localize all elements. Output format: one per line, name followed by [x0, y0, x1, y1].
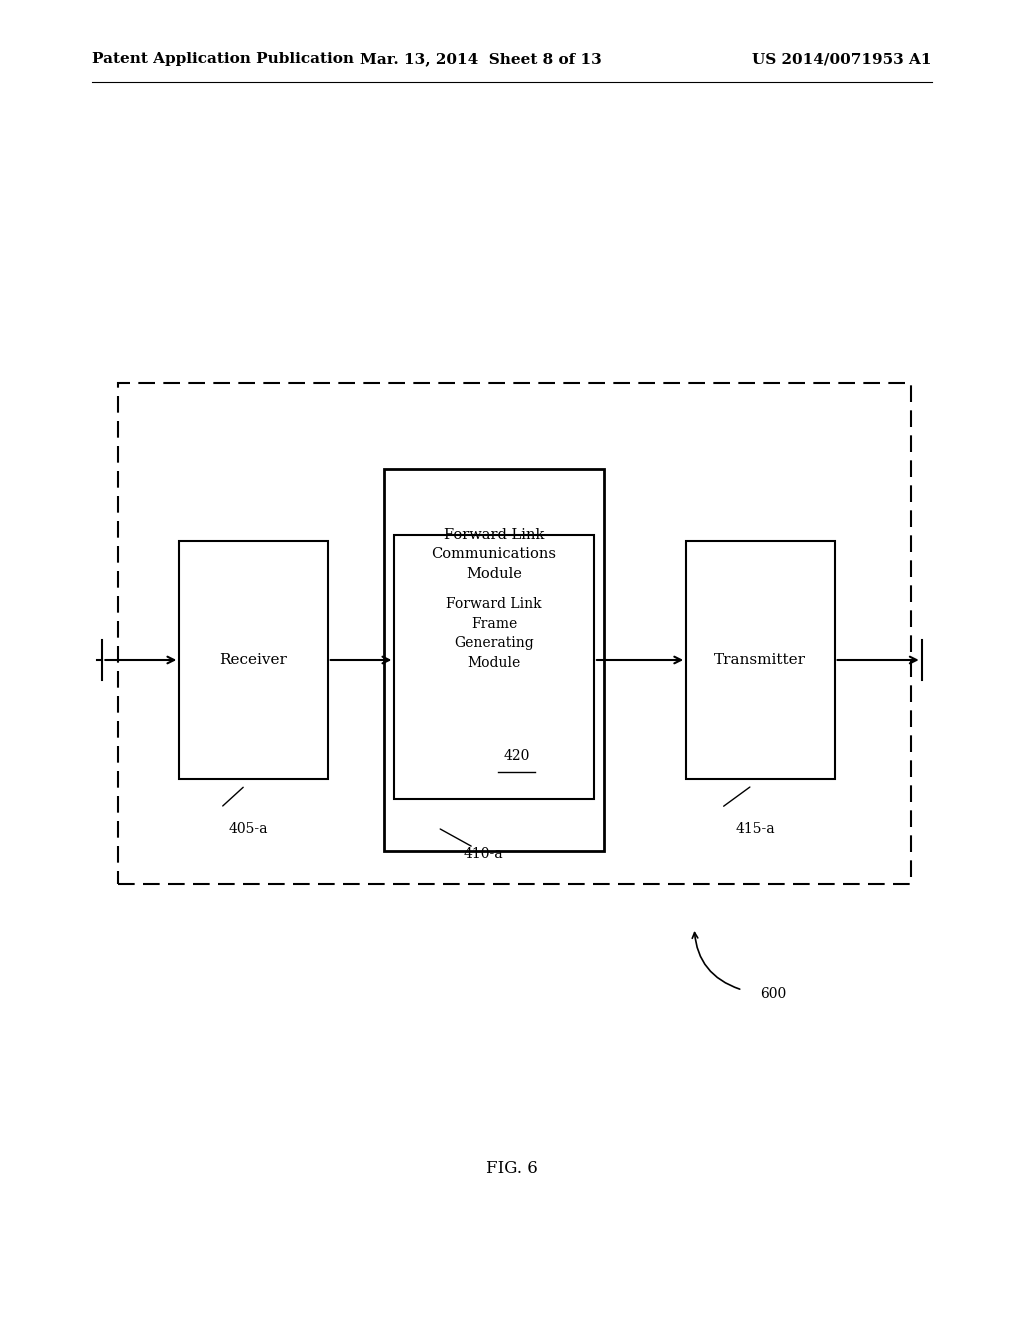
Text: Patent Application Publication: Patent Application Publication — [92, 53, 354, 66]
FancyBboxPatch shape — [384, 469, 604, 851]
Text: FIG. 6: FIG. 6 — [486, 1160, 538, 1176]
FancyBboxPatch shape — [179, 541, 328, 779]
Text: 420: 420 — [504, 750, 529, 763]
Text: 410-a: 410-a — [464, 847, 504, 861]
Text: 600: 600 — [760, 987, 786, 1001]
Text: Forward Link
Communications
Module: Forward Link Communications Module — [431, 528, 557, 581]
Text: Mar. 13, 2014  Sheet 8 of 13: Mar. 13, 2014 Sheet 8 of 13 — [360, 53, 602, 66]
Text: US 2014/0071953 A1: US 2014/0071953 A1 — [753, 53, 932, 66]
Text: Forward Link
Frame
Generating
Module: Forward Link Frame Generating Module — [446, 598, 542, 669]
FancyBboxPatch shape — [394, 535, 594, 799]
Text: Receiver: Receiver — [219, 653, 288, 667]
Text: 405-a: 405-a — [228, 822, 268, 836]
FancyBboxPatch shape — [686, 541, 835, 779]
Text: Transmitter: Transmitter — [715, 653, 806, 667]
Text: 415-a: 415-a — [735, 822, 775, 836]
